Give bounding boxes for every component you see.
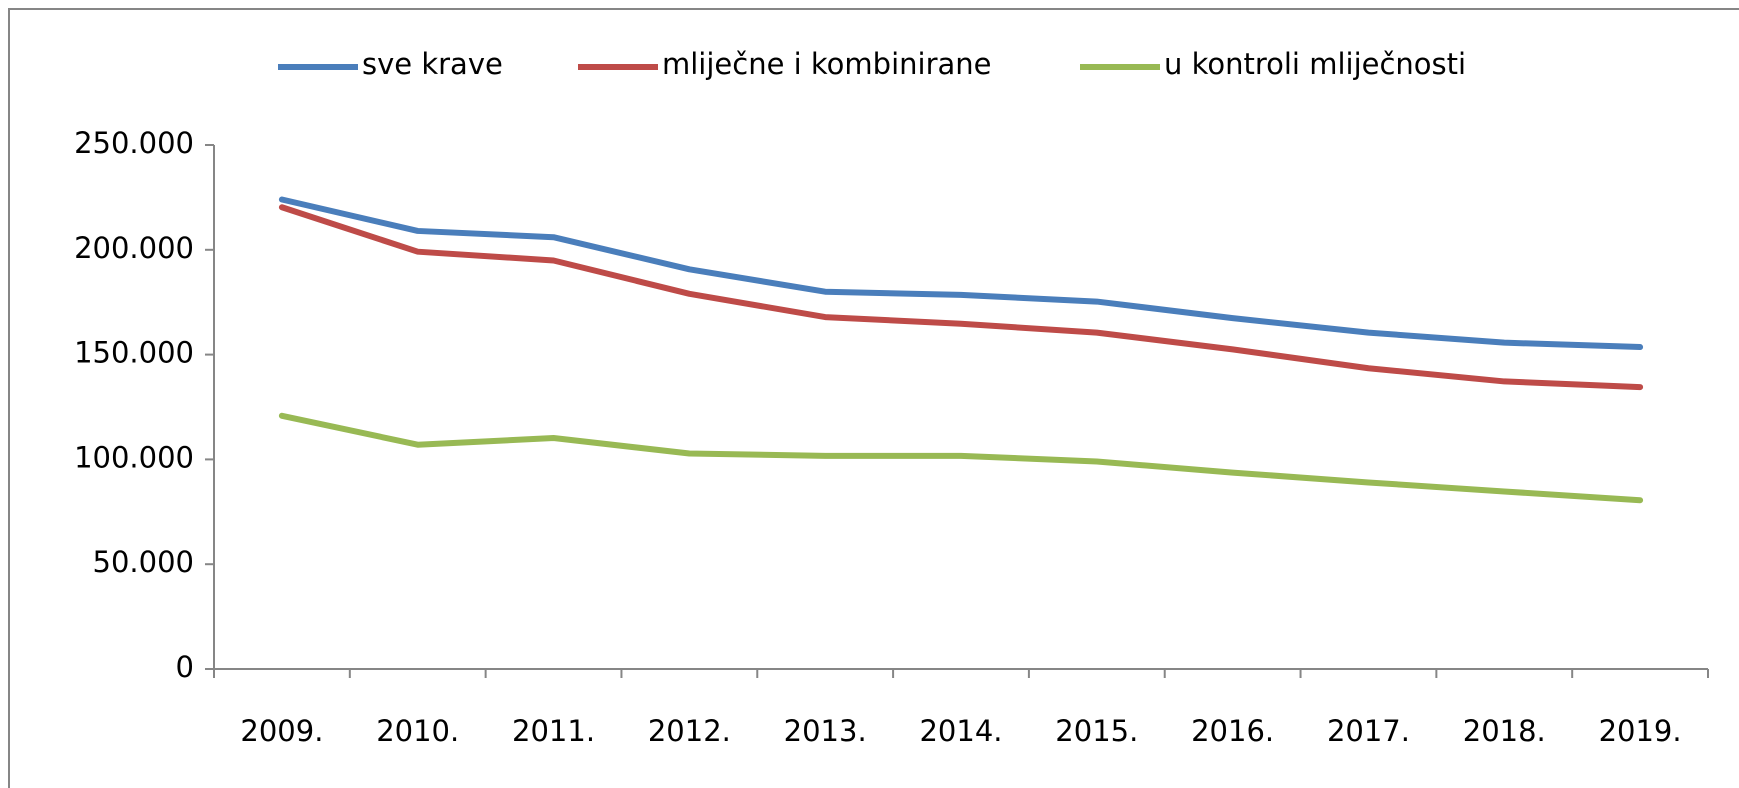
- x-tick-label: 2019.: [1599, 714, 1682, 748]
- line-series: [278, 196, 1644, 351]
- y-tick-label: 0: [176, 650, 194, 684]
- y-tick-label: 200.000: [74, 231, 194, 265]
- legend-label: u kontroli mliječnosti: [1164, 47, 1466, 81]
- x-tick-label: 2011.: [512, 714, 595, 748]
- y-tick-label: 50.000: [93, 545, 194, 579]
- x-tick-label: 2009.: [240, 714, 323, 748]
- legend-label: mliječne i kombinirane: [662, 47, 992, 81]
- y-tick-label: 250.000: [74, 126, 194, 160]
- x-tick-label: 2010.: [376, 714, 459, 748]
- x-tick-label: 2018.: [1463, 714, 1546, 748]
- chart-frame: [8, 8, 1739, 788]
- x-tick-label: 2012.: [648, 714, 731, 748]
- line-series: [278, 204, 1644, 391]
- y-tick-label: 150.000: [74, 336, 194, 370]
- x-tick-label: 2014.: [919, 714, 1002, 748]
- legend-label: sve krave: [362, 47, 503, 81]
- x-tick-label: 2015.: [1055, 714, 1138, 748]
- x-tick-label: 2016.: [1191, 714, 1274, 748]
- y-tick-label: 100.000: [74, 440, 194, 474]
- x-tick-label: 2017.: [1327, 714, 1410, 748]
- x-tick-label: 2013.: [784, 714, 867, 748]
- line-series: [278, 412, 1644, 504]
